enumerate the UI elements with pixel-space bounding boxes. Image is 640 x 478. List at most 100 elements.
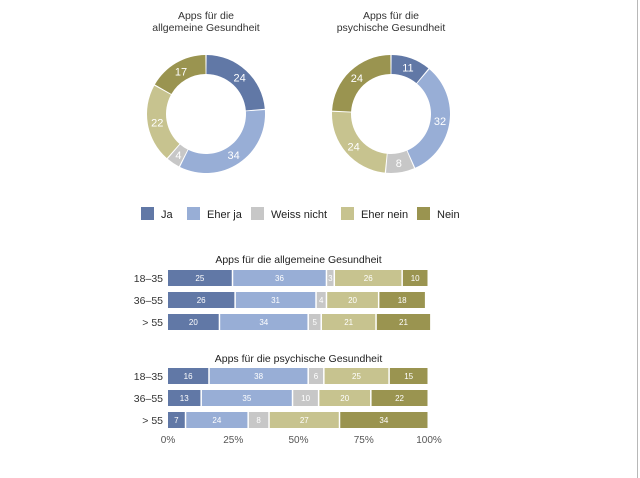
bar-row: 18–35 16 38 6 25 15 bbox=[134, 368, 428, 384]
bar-segment-eher-ja bbox=[209, 368, 308, 384]
bar-segment-label: 34 bbox=[379, 416, 388, 425]
bar-segment-eher-nein bbox=[319, 390, 371, 406]
bar-segment-eher-ja bbox=[201, 390, 292, 406]
row-label: 36–55 bbox=[134, 393, 163, 405]
bar-segment-eher-nein bbox=[335, 270, 402, 286]
bar-segment-weiss-nicht bbox=[316, 292, 326, 308]
bar-segment-weiss-nicht bbox=[293, 390, 318, 406]
bar-segment-label: 21 bbox=[399, 318, 408, 327]
bar-segment-label: 27 bbox=[300, 416, 309, 425]
bar-segment-label: 34 bbox=[259, 318, 268, 327]
bar-segment-label: 20 bbox=[189, 318, 198, 327]
donut-slice-label: 4 bbox=[175, 150, 181, 162]
bar-segment-label: 31 bbox=[271, 296, 280, 305]
bar-segment-weiss-nicht bbox=[248, 412, 269, 428]
donut-slice-label: 24 bbox=[351, 73, 363, 85]
bar-segment-ja bbox=[168, 292, 235, 308]
donut-slice-label: 22 bbox=[151, 117, 163, 129]
bar-segment-label: 36 bbox=[275, 274, 284, 283]
donut-slice-label: 24 bbox=[233, 73, 245, 85]
bar-segment-eher-ja bbox=[233, 270, 326, 286]
bar-segment-weiss-nicht bbox=[327, 270, 334, 286]
donut-slice-eher-nein bbox=[147, 85, 180, 159]
donut-slice-label: 34 bbox=[227, 150, 239, 162]
bar-segment-label: 4 bbox=[319, 296, 324, 305]
bar-segment-label: 26 bbox=[197, 296, 206, 305]
donut-slice-eher-ja bbox=[180, 110, 265, 173]
x-tick-label: 0% bbox=[161, 435, 176, 446]
bar-segment-label: 20 bbox=[348, 296, 357, 305]
bar-segment-label: 26 bbox=[364, 274, 373, 283]
bar-segment-eher-nein bbox=[324, 368, 389, 384]
legend-label: Nein bbox=[437, 209, 460, 221]
donut-slice-nein bbox=[154, 55, 206, 94]
bar-segment-label: 10 bbox=[301, 394, 310, 403]
bar-segment-eher-ja bbox=[235, 292, 316, 308]
bar-row: 18–35 25 36 3 26 10 bbox=[134, 270, 428, 286]
legend-swatch bbox=[341, 207, 354, 220]
x-tick-label: 75% bbox=[354, 435, 374, 446]
bar-segment-eher-ja bbox=[220, 314, 308, 330]
donut-title-line: allgemeine Gesundheit bbox=[152, 22, 259, 34]
bar-segment-label: 22 bbox=[395, 394, 404, 403]
bar-segment-weiss-nicht bbox=[308, 368, 324, 384]
bar-chart-title: Apps für die psychische Gesundheit bbox=[215, 353, 383, 365]
bar-segment-label: 5 bbox=[312, 318, 317, 327]
bar-segment-label: 38 bbox=[254, 372, 263, 381]
bar-segment-label: 10 bbox=[411, 274, 420, 283]
legend-item-eher-nein: Eher nein bbox=[341, 207, 408, 221]
bar-segment-label: 7 bbox=[174, 416, 179, 425]
bar-segment-ja bbox=[168, 368, 209, 384]
bar-segment-label: 24 bbox=[212, 416, 221, 425]
donut-title-line: Apps für die bbox=[178, 10, 234, 22]
legend-label: Eher nein bbox=[361, 209, 408, 221]
bar-segment-label: 13 bbox=[180, 394, 189, 403]
bar-row: > 55 7 24 8 27 34 bbox=[142, 412, 428, 428]
bar-segment-eher-nein bbox=[327, 292, 378, 308]
legend-label: Weiss nicht bbox=[271, 209, 327, 221]
bar-segment-ja bbox=[168, 390, 201, 406]
x-tick-label: 25% bbox=[223, 435, 243, 446]
bar-segment-nein bbox=[340, 412, 428, 428]
legend-swatch bbox=[187, 207, 200, 220]
x-tick-label: 50% bbox=[288, 435, 308, 446]
donut-slice-label: 11 bbox=[402, 62, 413, 74]
donut-slice-label: 24 bbox=[347, 141, 359, 153]
bar-segment-nein bbox=[389, 368, 428, 384]
bar-segment-label: 15 bbox=[404, 372, 413, 381]
bar-segment-label: 3 bbox=[328, 274, 333, 283]
stacked-bar-chart-1: Apps für die allgemeine Gesundheit 18–35 2… bbox=[134, 254, 431, 330]
bar-segment-eher-ja bbox=[186, 412, 248, 428]
donut-slice-ja bbox=[206, 55, 265, 111]
donut-slice-label: 17 bbox=[175, 66, 187, 78]
donut-title-line: psychische Gesundheit bbox=[337, 22, 446, 34]
donut-slice-label: 8 bbox=[396, 158, 402, 170]
bar-segment-nein bbox=[379, 292, 425, 308]
legend-item-weiss-nicht: Weiss nicht bbox=[251, 207, 327, 221]
donut-title-line: Apps für die bbox=[363, 10, 419, 22]
bar-row: > 55 20 34 5 21 21 bbox=[142, 314, 431, 330]
bar-segment-nein bbox=[376, 314, 431, 330]
bar-segment-label: 25 bbox=[195, 274, 204, 283]
bar-segment-ja bbox=[168, 412, 185, 428]
row-label: > 55 bbox=[142, 317, 163, 329]
legend-swatch bbox=[251, 207, 264, 220]
bar-segment-ja bbox=[168, 314, 219, 330]
row-label: > 55 bbox=[142, 415, 163, 427]
bar-segment-label: 8 bbox=[256, 416, 261, 425]
legend-swatch bbox=[417, 207, 430, 220]
x-tick-label: 100% bbox=[416, 435, 442, 446]
bar-chart-title: Apps für die allgemeine Gesundheit bbox=[215, 254, 381, 266]
donut-slice-nein bbox=[332, 55, 391, 112]
donut-slice-eher-nein bbox=[332, 111, 387, 173]
donut-slice-label: 32 bbox=[434, 116, 446, 128]
donut-slice-ja bbox=[391, 55, 429, 84]
legend-item-ja: Ja bbox=[141, 207, 174, 221]
stacked-bar-chart-2: Apps für die psychische Gesundheit 18–35 1… bbox=[134, 353, 428, 428]
donut-slice-weiss-nicht bbox=[167, 144, 188, 167]
x-axis: 0% 25% 50% 75% 100% bbox=[161, 435, 442, 446]
